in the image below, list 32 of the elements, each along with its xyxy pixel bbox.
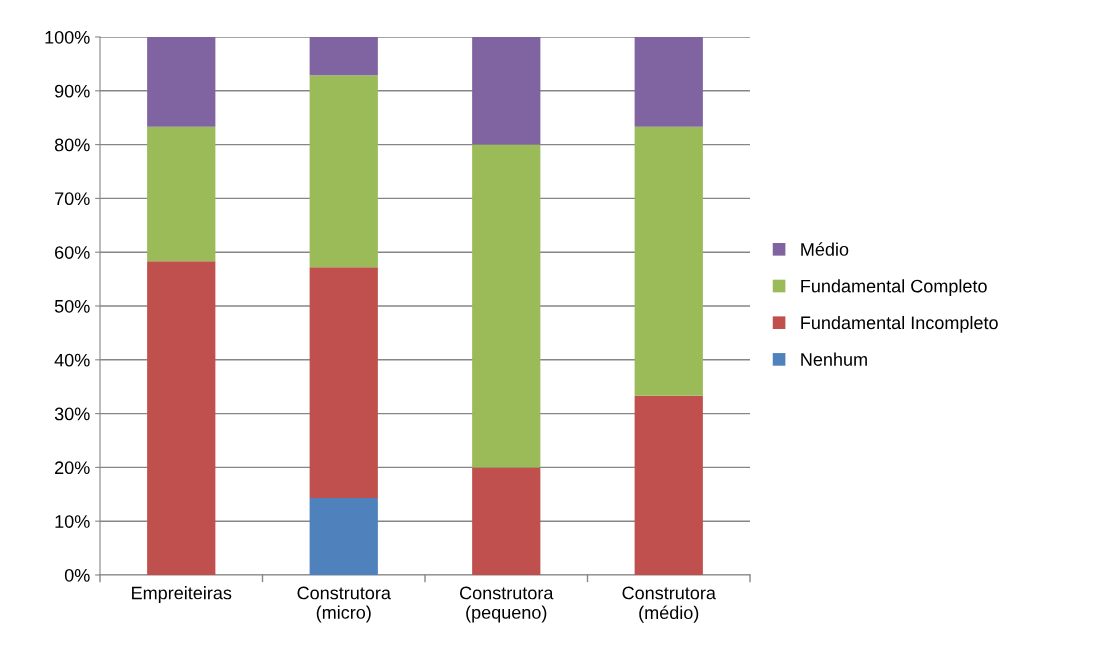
- bar: [147, 126, 216, 262]
- legend-label: Nenhum: [801, 352, 867, 366]
- x-tick-label: Construtora (pequeno): [460, 586, 554, 623]
- bar: [309, 498, 378, 575]
- y-tick-label: 80%: [54, 138, 90, 152]
- x-tick-label: Empreiteiras: [132, 586, 232, 603]
- bar: [147, 261, 216, 575]
- bar: [634, 395, 703, 575]
- bar: [634, 126, 703, 396]
- y-tick-label: 90%: [54, 84, 90, 98]
- bar: [472, 467, 541, 575]
- x-tick-label: Construtora (médio): [622, 586, 716, 623]
- y-tick-label: 0%: [64, 568, 90, 582]
- legend-label: Fundamental Incompleto: [801, 315, 998, 333]
- x-tick-label: Construtora (micro): [297, 586, 391, 623]
- bar: [472, 144, 541, 468]
- y-tick-label: 100%: [45, 30, 90, 44]
- y-tick-label: 10%: [55, 515, 90, 528]
- legend-label: Fundamental Completo: [801, 279, 987, 297]
- y-tick-label: 40%: [54, 353, 90, 367]
- y-tick-label: 20%: [55, 461, 90, 475]
- bar: [309, 37, 378, 76]
- bar: [472, 37, 541, 145]
- y-tick-label: 50%: [54, 299, 90, 313]
- bar: [147, 37, 216, 127]
- bar: [634, 37, 703, 127]
- bar: [309, 75, 378, 268]
- y-tick-label: 30%: [54, 407, 90, 421]
- legend-label: Médio: [801, 242, 849, 256]
- y-tick-label: 60%: [55, 246, 90, 259]
- bar: [309, 267, 378, 499]
- y-tick-label: 70%: [55, 192, 90, 206]
